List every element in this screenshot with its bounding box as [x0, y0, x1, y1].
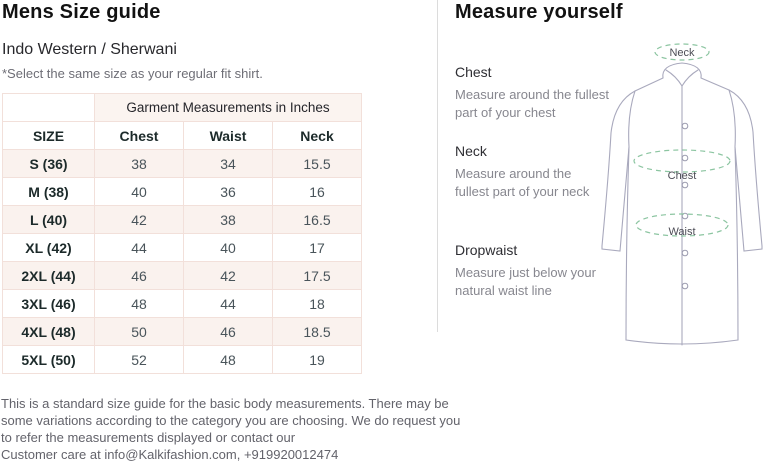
waist-value: 36 [183, 177, 273, 206]
chest-value: 48 [94, 289, 184, 318]
collar-outline [662, 62, 702, 79]
right-armhole-seam [728, 89, 736, 148]
button-icon [681, 154, 689, 162]
neck-measure-ellipse [654, 43, 710, 61]
size-table-container: Garment Measurements in Inches SIZE Ches… [2, 93, 363, 374]
dropwaist-section-description: Measure just below your natural waist li… [455, 265, 596, 298]
table-row: S (36) 38 34 15.5 [2, 149, 363, 178]
neck-value: 16 [271, 177, 363, 206]
table-group-header-row: Garment Measurements in Inches [2, 93, 363, 122]
left-sleeve [601, 90, 636, 252]
column-header-waist: Waist [183, 121, 273, 150]
collar-v-opening [665, 69, 699, 88]
column-header-chest: Chest [94, 121, 184, 150]
measure-section-chest: Chest Measure around the fullest part of… [455, 64, 630, 122]
waist-value: 46 [183, 317, 273, 346]
table-column-header-row: SIZE Chest Waist Neck [2, 121, 363, 150]
neck-section-description: Measure around the fullest part of your … [455, 166, 590, 199]
button-row [681, 122, 689, 290]
table-row: 5XL (50) 52 48 19 [2, 345, 363, 374]
chest-value: 44 [94, 233, 184, 262]
neck-value: 17.5 [271, 261, 363, 290]
waist-measure-ellipse [635, 213, 729, 237]
vertical-divider [437, 0, 438, 332]
size-label: L (40) [2, 205, 95, 234]
table-row: 2XL (44) 46 42 17.5 [2, 261, 363, 290]
left-armhole-seam [628, 90, 636, 148]
chest-section-label: Chest [455, 64, 492, 80]
sherwani-drawing-svg: Neck Chest Waist [601, 43, 763, 346]
chest-value: 50 [94, 317, 184, 346]
table-corner-blank [2, 93, 95, 122]
waist-value: 38 [183, 205, 273, 234]
column-header-neck: Neck [271, 121, 363, 150]
standard-guide-disclaimer: This is a standard size guide for the ba… [1, 395, 471, 463]
neck-value: 16.5 [271, 205, 363, 234]
table-row: XL (42) 44 40 17 [2, 233, 363, 262]
size-label: M (38) [2, 177, 95, 206]
button-icon [681, 122, 689, 130]
page-title: Mens Size guide [2, 1, 161, 23]
button-icon [681, 181, 689, 189]
button-icon [681, 249, 689, 257]
measure-section-neck: Neck Measure around the fullest part of … [455, 143, 602, 201]
measure-yourself-title: Measure yourself [455, 1, 623, 23]
table-row: M (38) 40 36 16 [2, 177, 363, 206]
garment-outline [601, 62, 763, 346]
select-size-note: *Select the same size as your regular fi… [2, 66, 263, 81]
neck-label: Neck [669, 47, 695, 59]
size-label: 5XL (50) [2, 345, 95, 374]
size-label: 3XL (46) [2, 289, 95, 318]
chest-measure-ellipse [633, 149, 731, 173]
chest-value: 46 [94, 261, 184, 290]
waist-value: 48 [183, 345, 273, 374]
size-label: 2XL (44) [2, 261, 95, 290]
neck-value: 17 [271, 233, 363, 262]
waist-value: 40 [183, 233, 273, 262]
neck-value: 18 [271, 289, 363, 318]
chest-section-description: Measure around the fullest part of your … [455, 87, 609, 120]
size-table: Garment Measurements in Inches SIZE Ches… [2, 93, 363, 374]
column-header-size: SIZE [2, 121, 95, 150]
disclaimer-text: This is a standard size guide for the ba… [1, 396, 461, 445]
left-shoulder-line [634, 77, 664, 92]
measure-section-dropwaist: Dropwaist Measure just below your natura… [455, 242, 623, 300]
waist-value: 42 [183, 261, 273, 290]
table-row: 3XL (46) 48 44 18 [2, 289, 363, 318]
waist-label: Waist [668, 226, 695, 238]
waist-value: 34 [183, 149, 273, 178]
neck-value: 19 [271, 345, 363, 374]
neck-value: 18.5 [271, 317, 363, 346]
illustration-labels: Neck Chest Waist [668, 47, 697, 238]
table-row: 4XL (48) 50 46 18.5 [2, 317, 363, 346]
right-shoulder-line [700, 77, 730, 91]
right-sleeve [728, 89, 763, 252]
customer-care-contact: Customer care at info@Kalkifashion.com, … [1, 447, 339, 462]
measurement-lines [633, 43, 731, 237]
sherwani-illustration: Neck Chest Waist [582, 33, 780, 353]
neck-section-label: Neck [455, 143, 487, 159]
size-label: 4XL (48) [2, 317, 95, 346]
category-subtitle: Indo Western / Sherwani [2, 41, 177, 58]
size-label: S (36) [2, 149, 95, 178]
chest-label: Chest [668, 170, 697, 182]
size-label: XL (42) [2, 233, 95, 262]
chest-value: 42 [94, 205, 184, 234]
neck-value: 15.5 [271, 149, 363, 178]
button-icon [681, 282, 689, 290]
waist-value: 44 [183, 289, 273, 318]
chest-value: 40 [94, 177, 184, 206]
garment-measurements-header: Garment Measurements in Inches [93, 93, 363, 122]
dropwaist-section-label: Dropwaist [455, 242, 518, 258]
chest-value: 38 [94, 149, 184, 178]
table-row: L (40) 42 38 16.5 [2, 205, 363, 234]
chest-value: 52 [94, 345, 184, 374]
